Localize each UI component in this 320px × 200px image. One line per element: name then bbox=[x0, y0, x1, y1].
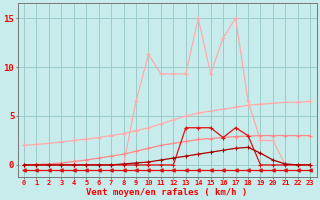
X-axis label: Vent moyen/en rafales ( km/h ): Vent moyen/en rafales ( km/h ) bbox=[86, 188, 248, 197]
